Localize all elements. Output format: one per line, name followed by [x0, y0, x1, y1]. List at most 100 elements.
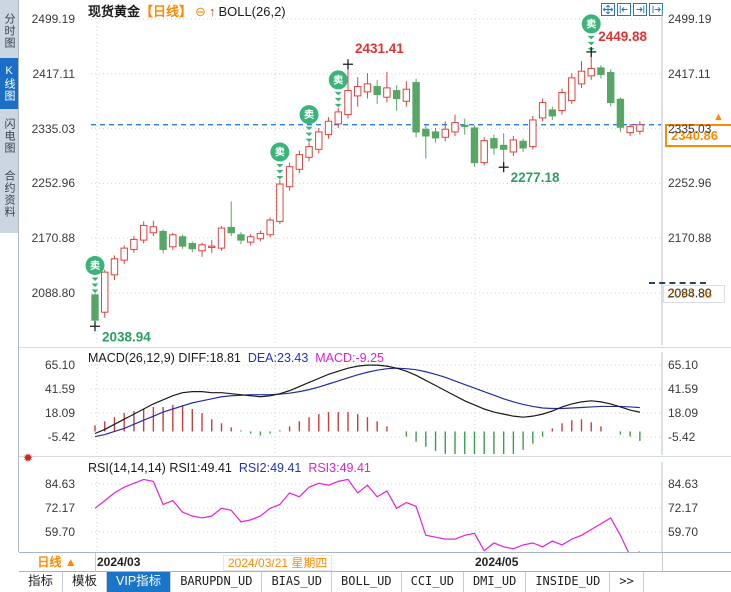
y-axis-tick-left: 65.10 [44, 358, 75, 372]
alert-level-dash [649, 282, 706, 284]
axis-right-separator [662, 553, 663, 571]
alert-price-box: 2094.88 [663, 285, 725, 303]
macd-dea-line [94, 367, 640, 438]
sidebar-items: 分时图 K线图闪电图合约资料 [0, 0, 18, 233]
svg-text:卖: 卖 [586, 17, 596, 30]
macd-value: MACD:-9.25 [315, 351, 385, 365]
up-arrow-icon: ↑ [208, 4, 216, 19]
y-axis-tick-left: 2170.88 [31, 231, 75, 246]
price-extreme-label: 2277.18 [511, 170, 560, 185]
rsi-plot[interactable] [19, 457, 731, 558]
y-axis-tick-left: 2417.11 [32, 66, 76, 81]
sun-indicator-icon[interactable]: ✹ [23, 451, 34, 465]
price-extreme-label: 2449.88 [598, 29, 647, 44]
price-extreme-label: 2038.94 [102, 329, 151, 344]
chart-type-sidebar: 分时图 K线图闪电图合约资料 [0, 0, 19, 552]
period-tag: 【日线】 [140, 4, 193, 19]
tab-模板[interactable]: 模板 [63, 572, 108, 592]
extreme-markers-layer: 2038.94 2431.41 2277.18 2449.88 [90, 29, 648, 344]
tab-boll_ud[interactable]: BOLL_UD [332, 572, 402, 592]
svg-text:卖: 卖 [275, 146, 285, 159]
window-controls [601, 3, 663, 16]
y-axis-tick-right: 2088.80 [668, 285, 712, 300]
y-axis-tick-left: 2499.19 [31, 12, 75, 26]
y-axis-tick-right: 84.63 [668, 477, 699, 491]
tab-bias_ud[interactable]: BIAS_UD [262, 572, 333, 592]
rsi2-value: RSI2:49.41 [238, 461, 302, 475]
y-axis-tick-right: 59.70 [668, 525, 699, 539]
rsi1-value: RSI1:49.41 [169, 461, 232, 475]
time-axis-row: 日线 ▲ 2024/03 2024/03/21 星期四 2024/05 [19, 552, 731, 572]
scroll-right-icon[interactable] [633, 3, 647, 16]
indicator-tab-bar: 指标 模板 VIP指标 BARUPDN_UD BIAS_UD BOLL_UD CCI_UD D… [19, 572, 731, 592]
period-label: 日线 [37, 555, 62, 569]
current-price-box: 2340.86 [665, 124, 731, 147]
macd-diff-line [94, 364, 641, 435]
panel-separator [19, 456, 731, 457]
sidebar-item-1[interactable]: K线图 [0, 58, 18, 109]
chart-header: 现货黄金【日线】 ⊖ ↑ BOLL(26,2) [88, 1, 286, 19]
tab-bar-filler [644, 572, 731, 592]
y-axis-tick-right: 2417.11 [668, 66, 711, 81]
price-extreme-label: 2431.41 [355, 41, 404, 56]
macd-title: MACD(26,12,9) [88, 351, 175, 365]
tab-dmi_ud[interactable]: DMI_UD [464, 572, 527, 592]
rsi-header: RSI(14,14,14) RSI1:49.41 RSI2:49.41 RSI3… [88, 461, 371, 475]
y-axis-tick-left: -5.42 [47, 430, 75, 444]
rsi-title: RSI(14,14,14) [88, 461, 166, 475]
pan-icon[interactable] [601, 3, 615, 16]
y-axis-tick-left: 84.63 [44, 477, 75, 491]
macd-header: MACD(26,12,9) DIFF:18.81 DEA:23.43 MACD:… [88, 351, 384, 365]
period-arrow-icon: ▲ [64, 555, 77, 569]
svg-text:卖: 卖 [90, 259, 100, 272]
rsi3-line [94, 478, 641, 557]
collapse-icon[interactable]: ⊖ [195, 4, 206, 19]
x-axis-date-label: 2024/03 [97, 555, 141, 569]
symbol-title: 现货黄金 [88, 4, 141, 19]
y-axis-tick-left: 2252.96 [31, 176, 75, 191]
tab-cci_ud[interactable]: CCI_UD [402, 572, 464, 592]
y-axis-tick-left: 59.70 [44, 525, 75, 539]
page-right-icon[interactable] [649, 3, 663, 16]
sidebar-item-0[interactable]: 分时图 [0, 6, 18, 56]
macd-diff-value: DIFF:18.81 [178, 351, 241, 365]
y-axis-tick-right: 72.17 [668, 500, 699, 515]
y-axis-tick-right: -5.42 [668, 430, 696, 444]
price-up-triangle-icon: ▲ [713, 111, 724, 123]
sidebar-item-3[interactable]: 合约资料 [0, 163, 18, 225]
y-axis-tick-right: 2170.88 [668, 231, 712, 246]
selected-date-label: 2024/03/21 星期四 [223, 555, 333, 571]
scroll-left-icon[interactable] [617, 3, 631, 16]
y-axis-tick-left: 2088.80 [31, 285, 75, 300]
tab-vip指标[interactable]: VIP指标 [107, 572, 172, 592]
svg-text:卖: 卖 [333, 73, 343, 86]
y-axis-tick-right: 65.10 [668, 358, 699, 372]
tab-[interactable]: >> [610, 572, 644, 592]
sidebar-item-2[interactable]: 闪电图 [0, 111, 18, 161]
tab-inside_ud[interactable]: INSIDE_UD [526, 572, 611, 592]
x-axis-date-label: 2024/05 [475, 555, 519, 569]
tab-barupdn_ud[interactable]: BARUPDN_UD [171, 572, 263, 592]
macd-plot[interactable] [19, 348, 731, 457]
y-axis-tick-right: 18.09 [668, 405, 699, 420]
period-selector[interactable]: 日线 ▲ [19, 553, 96, 572]
tab-指标[interactable]: 指标 [19, 572, 64, 592]
svg-text:卖: 卖 [304, 108, 314, 121]
y-axis-tick-left: 72.17 [44, 500, 75, 515]
macd-dea-value: DEA:23.43 [247, 351, 309, 365]
y-axis-tick-left: 2335.03 [31, 121, 75, 136]
y-axis-tick-left: 18.09 [44, 405, 75, 420]
macd-histogram-layer [94, 404, 641, 454]
panel-separator [19, 347, 731, 348]
y-axis-tick-left: 41.59 [44, 382, 75, 396]
y-axis-tick-right: 2499.19 [668, 12, 712, 26]
indicator-label: BOLL(26,2) [218, 4, 286, 19]
rsi3-value: RSI3:49.41 [308, 461, 371, 475]
candles-layer [91, 51, 644, 327]
y-axis-tick-right: 2335.03 [668, 121, 712, 136]
y-axis-tick-right: 2252.96 [668, 176, 712, 191]
y-axis-tick-right: 41.59 [668, 382, 699, 396]
